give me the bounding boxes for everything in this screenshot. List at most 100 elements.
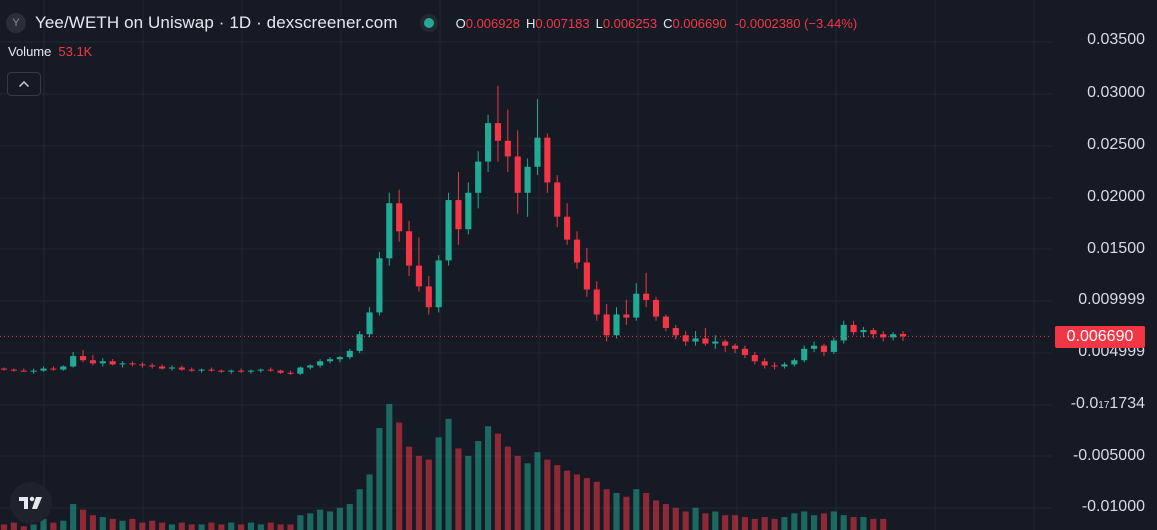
candle-body [317, 361, 324, 366]
volume-bar [504, 446, 511, 530]
candle-body [208, 369, 215, 371]
candle-body [366, 312, 373, 335]
volume-bar [396, 422, 403, 530]
candle-body [178, 367, 185, 370]
axis-tick-tail: 1734 [1109, 395, 1145, 412]
axis-tick-label: 0.03500 [1087, 31, 1145, 48]
volume-bar [50, 522, 57, 530]
chart-title: Yee/WETH on Uniswap · 1D · dexscreener.c… [35, 13, 398, 32]
volume-bar [376, 428, 383, 530]
volume-bar [672, 507, 679, 530]
candle-body [267, 369, 274, 371]
open-label: O [455, 15, 466, 31]
candle-body [465, 192, 472, 230]
candle-body [188, 369, 195, 371]
candle-body [99, 361, 106, 364]
candle-body [504, 140, 511, 157]
candle-body [70, 356, 77, 367]
candle-body [455, 200, 462, 230]
candle-body [356, 334, 363, 351]
candle-body [712, 341, 719, 344]
candle-body [811, 345, 818, 349]
axis-tick-label: -0.01000 [1081, 498, 1145, 515]
candle-body [771, 365, 778, 367]
candle-body [801, 348, 808, 361]
close-value: 0.006690 [672, 15, 727, 31]
chart-legend: Y Yee/WETH on Uniswap · 1D · dexscreener… [6, 9, 857, 37]
volume-bar [771, 518, 778, 530]
tradingview-logo-icon[interactable] [10, 482, 52, 524]
volume-bar [386, 404, 393, 530]
axis-tick-main: -0.0 [1070, 395, 1099, 412]
volume-bar [652, 500, 660, 530]
volume-bar [129, 518, 136, 530]
volume-bar [40, 518, 47, 530]
volume-bar [633, 489, 640, 530]
volume-bar [336, 507, 343, 530]
candle-body [287, 372, 294, 374]
volume-bar [850, 517, 857, 530]
candle-body [336, 357, 343, 360]
candle-body [60, 366, 67, 370]
volume-bar [208, 522, 215, 530]
volume-bar [583, 478, 590, 530]
candle-body [257, 369, 264, 371]
volume-bar [870, 518, 877, 530]
volume-bar [860, 517, 867, 530]
candle-body [781, 364, 788, 367]
volume-bar [79, 509, 87, 530]
volume-bar [267, 522, 274, 530]
candle-body [149, 365, 156, 367]
candle-body [119, 363, 126, 365]
volume-bar [277, 524, 284, 530]
volume-bar [188, 524, 195, 530]
volume-bar [159, 522, 166, 530]
candle-body [633, 293, 640, 318]
candle-body [682, 335, 689, 342]
market-status-icon[interactable] [419, 14, 438, 32]
candle-body [583, 262, 590, 290]
volume-bar [751, 518, 758, 530]
candle-body [405, 231, 413, 266]
volume-bar [830, 511, 837, 530]
high-label: H [525, 15, 536, 31]
candle-body [109, 361, 116, 365]
candle-body [139, 364, 146, 366]
low-label: L [595, 15, 603, 31]
volume-legend: Volume 53.1K [8, 44, 92, 59]
volume-bar [307, 513, 314, 530]
volume-bar [820, 513, 828, 530]
volume-bar [564, 470, 571, 530]
volume-bar [326, 511, 334, 530]
volume-bar [514, 455, 521, 530]
volume-bar [317, 509, 324, 530]
volume-bar [415, 455, 422, 530]
candle-body [326, 359, 334, 362]
high-value: 0.007183 [535, 15, 590, 31]
volume-bar [89, 515, 96, 530]
candle-body [722, 341, 729, 346]
candle-body [50, 368, 57, 370]
volume-bar [238, 524, 245, 530]
candle-body [198, 369, 205, 371]
volume-bar [534, 452, 541, 530]
candle-body [277, 370, 284, 373]
candle-body [346, 350, 353, 358]
candle-body [662, 316, 669, 328]
volume-bar [603, 489, 610, 530]
volume-bar [573, 474, 581, 530]
collapse-legend-button[interactable] [7, 72, 41, 96]
candle-body [761, 361, 768, 366]
volume-bar [405, 446, 413, 530]
status-indicator-dot [423, 18, 434, 28]
candle-body [524, 166, 531, 193]
volume-bar [366, 474, 373, 530]
candle-body [880, 334, 887, 338]
axis-tick-label: 0.01500 [1087, 240, 1145, 257]
candle-body [20, 370, 27, 372]
axis-tick-label: 0.02000 [1087, 188, 1145, 205]
candle-body [238, 370, 245, 372]
volume-bar [811, 515, 818, 530]
